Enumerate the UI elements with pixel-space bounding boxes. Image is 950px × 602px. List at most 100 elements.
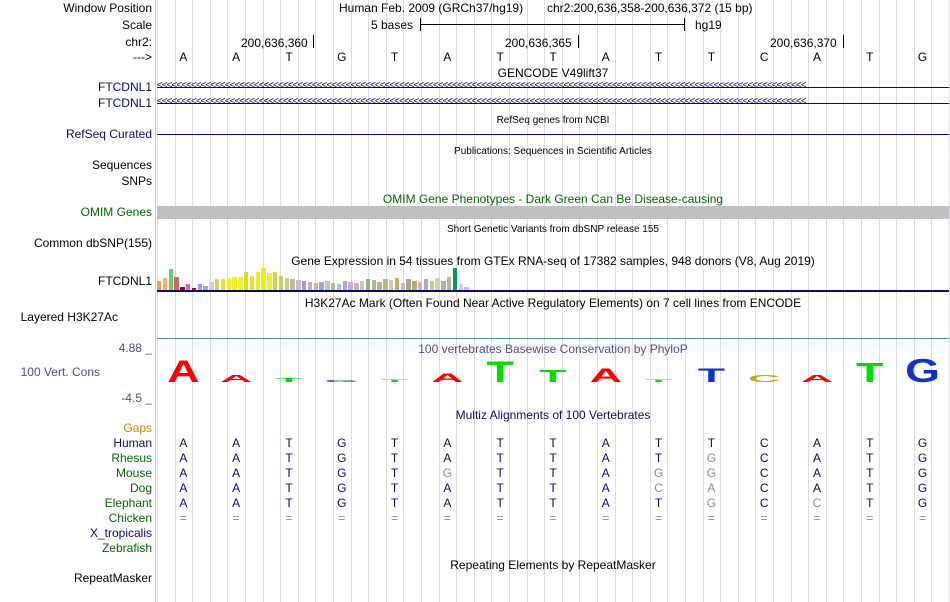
gtex-tissue-bar[interactable] <box>232 277 237 290</box>
gtex-tissue-bar[interactable] <box>348 282 353 290</box>
gtex-tissue-bar[interactable] <box>157 281 162 290</box>
gtex-tissue-bar[interactable] <box>325 281 330 290</box>
species-label[interactable]: Chicken <box>108 511 152 525</box>
gtex-tissue-bar[interactable] <box>406 279 411 290</box>
reference-base: A <box>443 50 452 64</box>
gtex-tissue-bar[interactable] <box>331 283 336 290</box>
gtex-tissue-bar[interactable] <box>215 279 220 290</box>
reference-base: A <box>601 50 610 64</box>
gtex-tissue-bar[interactable] <box>319 282 324 290</box>
gtex-tissue-bar[interactable] <box>261 268 266 290</box>
gtex-tissue-bar[interactable] <box>400 283 405 290</box>
gtex-tissue-bar[interactable] <box>168 269 173 290</box>
refseq-gene-line[interactable] <box>157 134 949 135</box>
gtex-tissue-bar[interactable] <box>186 284 191 290</box>
repeatmasker-label[interactable]: RepeatMasker <box>73 571 152 585</box>
gtex-tissue-bar[interactable] <box>220 279 226 290</box>
gtex-tissue-bar[interactable] <box>238 277 243 290</box>
gtex-tissue-bar[interactable] <box>249 276 255 290</box>
gtex-tissue-bar[interactable] <box>203 286 208 290</box>
gtex-tissue-bar[interactable] <box>180 287 185 290</box>
gtex-tissue-bar[interactable] <box>383 279 388 290</box>
multiz-title[interactable]: Multiz Alignments of 100 Vertebrates <box>455 408 651 422</box>
omim-bar[interactable] <box>157 206 949 219</box>
gtex-tissue-bar[interactable] <box>447 277 452 290</box>
sequences-label[interactable]: Sequences <box>91 158 152 172</box>
gtex-tissue-bar[interactable] <box>255 272 260 290</box>
alignment-base: T <box>866 496 874 510</box>
phylop-letter: T <box>487 356 514 389</box>
gtex-tissue-bar[interactable] <box>313 283 318 290</box>
dbsnp-title[interactable]: Short Genetic Variants from dbSNP releas… <box>447 224 659 235</box>
species-label[interactable]: Mouse <box>115 466 152 480</box>
reference-base: G <box>917 50 928 64</box>
species-label[interactable]: Zebrafish <box>101 541 152 555</box>
gtex-tissue-bar[interactable] <box>365 279 371 290</box>
gtex-tissue-bar[interactable] <box>296 280 301 290</box>
gencode-title[interactable]: GENCODE V49lift37 <box>497 66 609 80</box>
gtex-tissue-bar[interactable] <box>458 284 463 290</box>
gtex-tissue-bar[interactable] <box>284 278 289 290</box>
reference-base: T <box>654 50 663 64</box>
phylop-title[interactable]: 100 vertebrates Basewise Conservation by… <box>418 342 688 356</box>
gtex-tissue-bar[interactable] <box>418 282 423 290</box>
gene-label-1[interactable]: FTCDNL1 <box>97 80 152 94</box>
gtex-tissue-bar[interactable] <box>244 272 249 290</box>
species-label[interactable]: Dog <box>129 481 152 495</box>
refseq-label[interactable]: RefSeq Curated <box>65 127 152 141</box>
refseq-title[interactable]: RefSeq genes from NCBI <box>496 115 610 126</box>
h3k27ac-label[interactable]: Layered H3K27Ac <box>20 310 118 324</box>
omim-title[interactable]: OMIM Gene Phenotypes - Dark Green Can Be… <box>382 192 724 206</box>
gtex-tissue-bar[interactable] <box>226 278 231 290</box>
gtex-tissue-bar[interactable] <box>394 278 400 290</box>
repeatmasker-title[interactable]: Repeating Elements by RepeatMasker <box>450 558 656 572</box>
gtex-tissue-bar[interactable] <box>464 287 469 290</box>
gtex-tissue-bar[interactable] <box>278 276 284 290</box>
gene-model-2[interactable]: <<<<<<<<<<<<<<<<<<<<<<<<<<<<<<<<<<<<<<<<… <box>157 96 949 110</box>
gene-model-1[interactable]: <<<<<<<<<<<<<<<<<<<<<<<<<<<<<<<<<<<<<<<<… <box>157 80 949 94</box>
gtex-tissue-bar[interactable] <box>377 282 382 290</box>
gtex-tissue-bar[interactable] <box>354 283 359 290</box>
gtex-tissue-bar[interactable] <box>267 273 272 290</box>
gtex-tissue-bar[interactable] <box>423 279 429 290</box>
alignment-base: T <box>654 451 663 465</box>
gtex-tissue-bar[interactable] <box>302 281 307 290</box>
phylop-label[interactable]: 100 Vert. Cons <box>20 365 100 379</box>
gtex-tissue-bar[interactable] <box>191 288 197 290</box>
gtex-title[interactable]: Gene Expression in 54 tissues from GTEx … <box>291 254 815 268</box>
gtex-tissue-bar[interactable] <box>342 281 347 290</box>
species-label[interactable]: Elephant <box>104 496 152 510</box>
h3k27ac-title[interactable]: H3K27Ac Mark (Often Found Near Active Re… <box>304 296 802 310</box>
gtex-tissue-bar[interactable] <box>162 278 168 290</box>
species-label[interactable]: X_tropicalis <box>89 526 152 540</box>
gtex-tissue-bar[interactable] <box>371 280 376 290</box>
gtex-tissue-bar[interactable] <box>412 281 417 290</box>
gtex-tissue-bar[interactable] <box>307 282 313 290</box>
publications-title[interactable]: Publications: Sequences in Scientific Ar… <box>454 146 652 157</box>
omim-label[interactable]: OMIM Genes <box>80 205 152 219</box>
alignment-base: A <box>443 481 452 495</box>
gtex-tissue-bar[interactable] <box>452 268 458 290</box>
species-label[interactable]: Human <box>113 436 152 450</box>
gtex-tissue-bar[interactable] <box>174 277 179 290</box>
snps-label[interactable]: SNPs <box>121 174 152 188</box>
gtex-tissue-bar[interactable] <box>273 272 278 290</box>
gtex-tissue-bar[interactable] <box>389 280 394 290</box>
gtex-tissue-bar[interactable] <box>435 278 440 290</box>
gtex-tissue-bar[interactable] <box>209 282 214 290</box>
gene-label-2[interactable]: FTCDNL1 <box>97 96 152 110</box>
dbsnp-label[interactable]: Common dbSNP(155) <box>33 236 152 250</box>
grid-line <box>755 0 757 602</box>
gtex-label[interactable]: FTCDNL1 <box>97 274 152 288</box>
species-label[interactable]: Rhesus <box>111 451 152 465</box>
gtex-tissue-bar[interactable] <box>429 281 434 290</box>
alignment-base: A <box>179 436 188 450</box>
gtex-tissue-bar[interactable] <box>290 279 295 290</box>
gtex-bar-chart[interactable] <box>157 266 949 290</box>
grid-line <box>808 0 810 602</box>
gtex-tissue-bar[interactable] <box>441 281 446 290</box>
gtex-tissue-bar[interactable] <box>197 284 202 290</box>
gtex-tissue-bar[interactable] <box>360 281 365 290</box>
gtex-tissue-bar[interactable] <box>336 284 342 290</box>
